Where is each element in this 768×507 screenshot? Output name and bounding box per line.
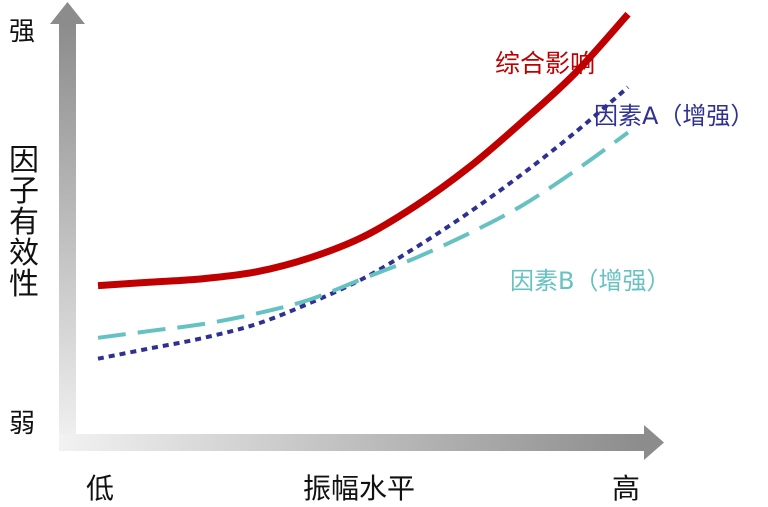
y-axis-title-char: 子: [9, 174, 39, 209]
series-line-combined: [97, 11, 631, 290]
x-high-label: 高: [612, 472, 640, 505]
y-axis-title-char: 效: [9, 236, 39, 271]
y-axis-title: 因子有效性: [9, 143, 39, 302]
y-high-label: 强: [9, 17, 35, 47]
series-label-combined: 综合影响: [495, 49, 595, 78]
x-low-label: 低: [86, 472, 114, 505]
series-label-factor-b: 因素B（增强）: [510, 267, 670, 295]
y-low-label: 弱: [9, 409, 35, 439]
y-axis-title-char: 性: [9, 267, 39, 302]
series-layer: [97, 11, 631, 361]
series-line-factor-b: [97, 130, 630, 340]
x-axis: [59, 425, 664, 460]
y-axis-title-char: 有: [9, 205, 39, 240]
y-axis: [50, 2, 85, 448]
series-line-factor-a: [97, 85, 630, 361]
x-axis-title: 振幅水平: [303, 472, 415, 505]
series-label-factor-a: 因素A（增强）: [594, 102, 754, 130]
y-axis-title-char: 因: [9, 143, 39, 178]
